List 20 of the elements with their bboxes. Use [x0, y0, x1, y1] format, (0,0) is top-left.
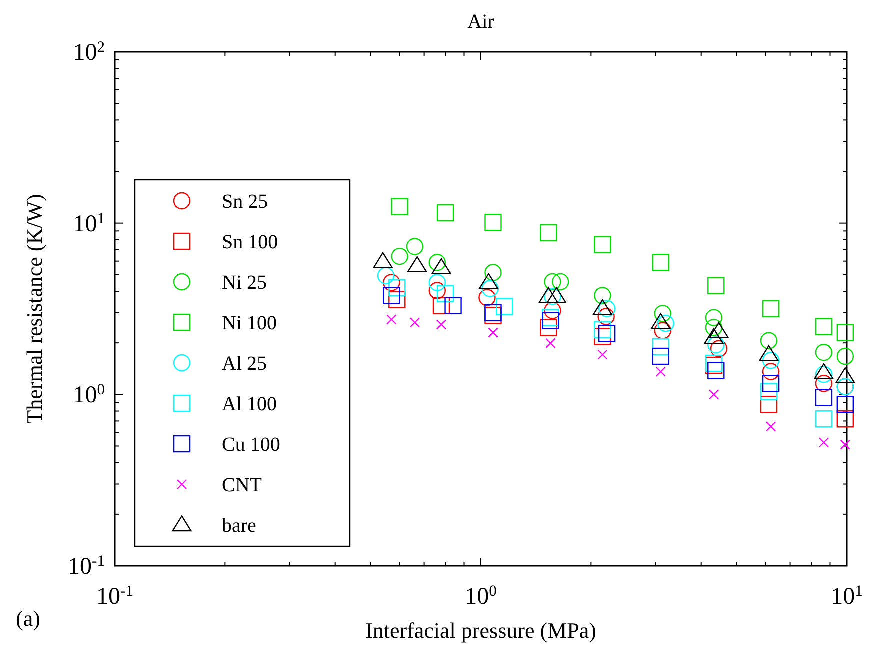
- text: (a): [16, 606, 40, 631]
- y-axis-title: Thermal resistance (K/W): [22, 194, 47, 424]
- y-tick-label: 10$^{-1}$: [68, 552, 105, 580]
- chart-title: Air: [468, 11, 495, 33]
- legend-label: Cu 100: [222, 434, 280, 456]
- legend-label: Ni 100: [222, 312, 277, 334]
- x-tick-label: 10$^{1}$: [831, 582, 863, 610]
- y-tick-label: 10$^{0}$: [73, 381, 106, 409]
- legend-label: CNT: [222, 474, 262, 496]
- legend-label: bare: [222, 515, 257, 537]
- legend-label: Sn 100: [222, 232, 278, 254]
- x-tick-label: 10$^{-1}$: [96, 582, 134, 610]
- y-tick-label: 10$^{1}$: [73, 210, 105, 238]
- legend-label: Ni 25: [222, 272, 267, 294]
- x-tick-label: 10$^{0}$: [465, 582, 498, 610]
- legend-label: Sn 25: [222, 191, 268, 213]
- x-axis-title: Interfacial pressure (MPa): [366, 618, 596, 643]
- legend-label: Al 25: [222, 353, 267, 375]
- legend-label: Al 100: [222, 394, 277, 416]
- y-tick-label: 10$^{2}$: [73, 38, 105, 66]
